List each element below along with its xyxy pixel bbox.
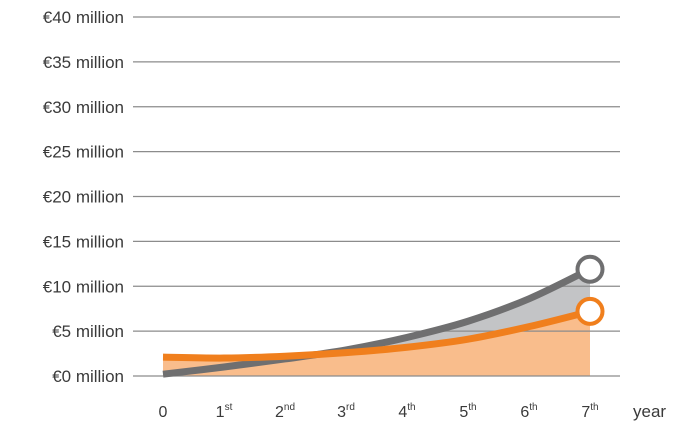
y-tick-label: €40 million (43, 8, 124, 27)
x-tick-label: 5th (459, 402, 476, 421)
x-tick-label: 3rd (337, 402, 355, 421)
y-tick-label: €10 million (43, 277, 124, 296)
y-tick-label: €5 million (52, 322, 124, 341)
x-tick-label: 0 (159, 404, 168, 421)
x-tick-label: 7th (581, 402, 598, 421)
y-tick-label: €15 million (43, 232, 124, 251)
grid-lines (133, 16, 620, 377)
x-tick-label: 4th (398, 402, 415, 421)
y-tick-label: €0 million (52, 367, 124, 386)
series-line-2 (162, 307, 591, 362)
series-lines (162, 266, 592, 378)
series-line-1 (162, 266, 592, 378)
y-axis: €40 million €35 million €30 million €25 mil… (43, 8, 124, 386)
x-axis-label: year (633, 402, 666, 421)
x-tick-label: 2nd (275, 402, 295, 421)
x-axis: 0 1st 2nd 3rd 4th 5th 6th 7th (159, 402, 599, 421)
x-tick-label: 1st (216, 402, 233, 421)
y-tick-label: €30 million (43, 98, 124, 117)
y-tick-label: €35 million (43, 53, 124, 72)
y-tick-label: €25 million (43, 143, 124, 162)
y-tick-label: €20 million (43, 188, 124, 207)
x-tick-label: 6th (520, 402, 537, 421)
end-markers (575, 254, 605, 326)
series-end-point-2 (575, 296, 605, 326)
series-end-point-1 (575, 254, 605, 284)
